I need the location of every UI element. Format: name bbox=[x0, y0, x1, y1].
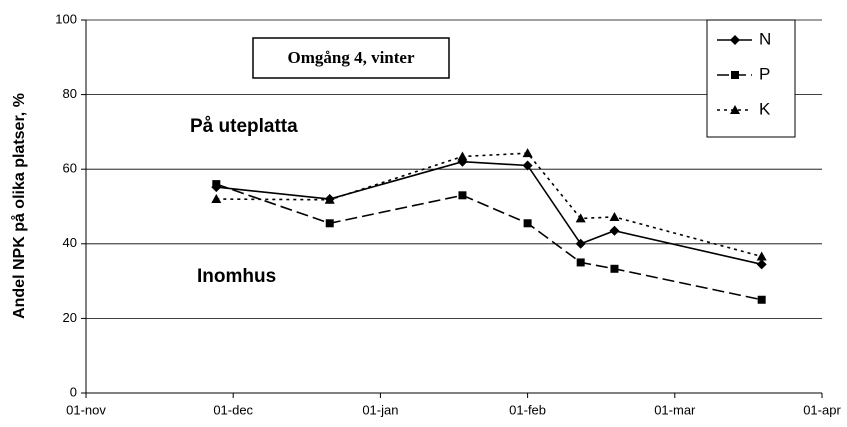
marker bbox=[325, 219, 334, 228]
marker bbox=[576, 258, 585, 267]
marker bbox=[212, 180, 221, 189]
y-tick-label: 0 bbox=[70, 384, 77, 399]
legend-label: P bbox=[759, 64, 770, 83]
y-axis-label: Andel NPK på olika platser, % bbox=[10, 93, 28, 319]
annotation: På uteplatta bbox=[190, 116, 298, 137]
marker bbox=[575, 238, 586, 249]
chart-title: Omgång 4, vinter bbox=[287, 48, 414, 67]
y-tick-label: 100 bbox=[55, 11, 77, 26]
marker bbox=[523, 219, 532, 228]
title-box bbox=[252, 37, 450, 79]
marker bbox=[457, 151, 468, 161]
marker bbox=[458, 191, 467, 200]
x-tick-label: 01-dec bbox=[213, 402, 253, 417]
y-tick-label: 20 bbox=[63, 310, 77, 325]
marker bbox=[731, 71, 739, 79]
marker bbox=[609, 225, 620, 236]
series-line bbox=[216, 152, 762, 258]
y-tick-label: 80 bbox=[63, 86, 77, 101]
x-tick-label: 01-jan bbox=[362, 402, 398, 417]
x-tick-label: 01-mar bbox=[654, 402, 696, 417]
legend-label: N bbox=[759, 29, 771, 48]
series-line bbox=[216, 183, 762, 301]
marker bbox=[730, 105, 740, 114]
legend bbox=[706, 19, 796, 138]
marker bbox=[730, 35, 740, 45]
x-tick-label: 01-nov bbox=[66, 402, 106, 417]
marker bbox=[757, 295, 766, 304]
marker bbox=[756, 251, 767, 261]
marker bbox=[324, 194, 335, 204]
marker bbox=[522, 148, 533, 158]
marker bbox=[756, 259, 767, 270]
marker bbox=[522, 160, 533, 171]
marker bbox=[610, 264, 619, 273]
marker bbox=[609, 211, 620, 221]
x-tick-label: 01-apr bbox=[803, 402, 841, 417]
annotation: Inomhus bbox=[197, 266, 276, 287]
x-tick-label: 01-feb bbox=[509, 402, 546, 417]
y-tick-label: 40 bbox=[63, 235, 77, 250]
marker bbox=[575, 213, 586, 223]
legend-label: K bbox=[759, 99, 771, 118]
marker bbox=[211, 194, 222, 204]
y-tick-label: 60 bbox=[63, 161, 77, 176]
